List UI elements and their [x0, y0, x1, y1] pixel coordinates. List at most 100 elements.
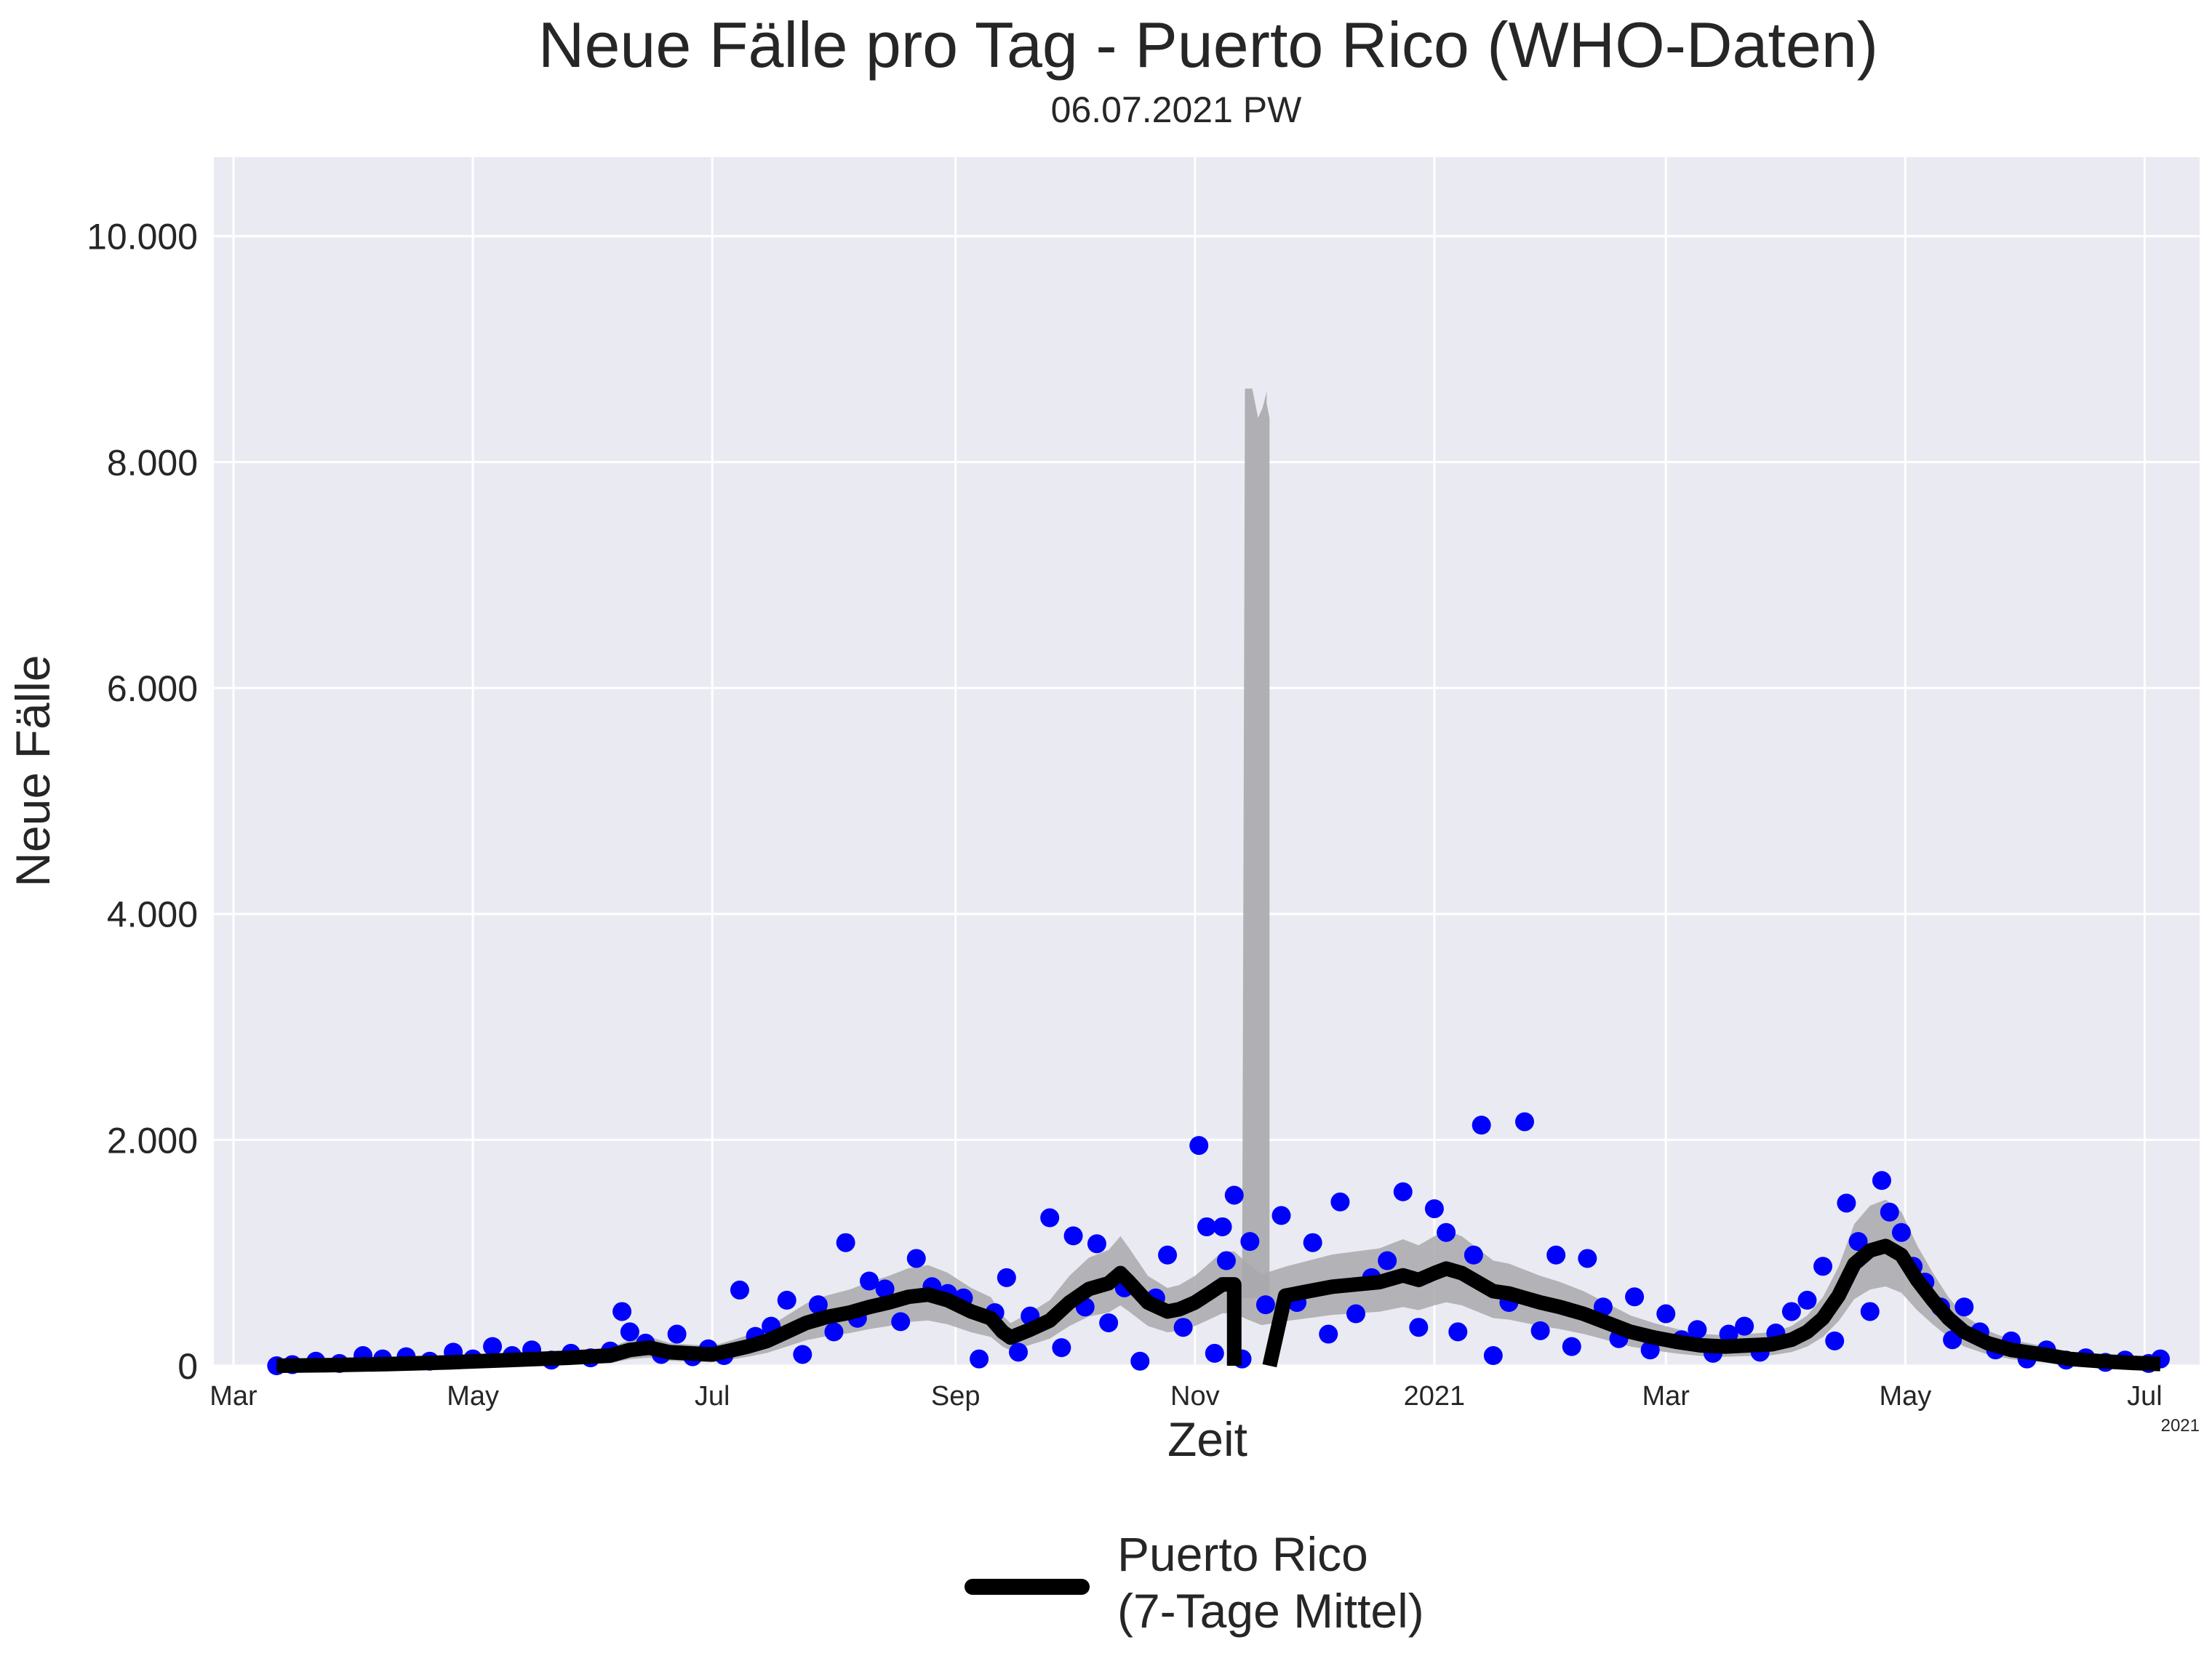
daily-point-77 [1437, 1222, 1456, 1242]
y-tick-label-0: 0 [177, 1346, 198, 1387]
y-tick-label-4: 8.000 [107, 442, 198, 483]
x-offset-label: 2021 [2161, 1416, 2200, 1436]
daily-point-55 [1158, 1245, 1178, 1265]
daily-point-76 [1424, 1199, 1444, 1219]
y-tick-label-2: 4.000 [107, 894, 198, 935]
daily-point-35 [875, 1279, 895, 1299]
daily-point-17 [612, 1302, 632, 1321]
daily-point-29 [793, 1345, 812, 1364]
daily-point-18 [620, 1322, 639, 1342]
daily-point-46 [1040, 1208, 1060, 1228]
daily-point-91 [1640, 1340, 1660, 1360]
daily-point-62 [1224, 1185, 1244, 1205]
legend: Puerto Rico (7-Tage Mittel) [965, 1527, 1424, 1638]
daily-point-68 [1303, 1233, 1322, 1252]
daily-point-57 [1189, 1136, 1209, 1156]
x-tick-label-2: Jul [695, 1381, 730, 1412]
mean-line-segment-1 [276, 1265, 1242, 1373]
daily-point-75 [1409, 1318, 1429, 1337]
x-axis-label: Zeit [1167, 1412, 1247, 1466]
daily-point-83 [1515, 1112, 1535, 1132]
daily-point-73 [1378, 1251, 1397, 1270]
legend-label-line1: Puerto Rico [1117, 1527, 1368, 1581]
daily-point-100 [1781, 1302, 1801, 1321]
x-tick-label-4: Nov [1170, 1381, 1220, 1412]
x-tick-label-8: Jul [2127, 1381, 2163, 1412]
legend-label-line2: (7-Tage Mittel) [1117, 1584, 1424, 1638]
daily-point-31 [824, 1322, 844, 1342]
daily-point-30 [808, 1295, 828, 1315]
y-tick-label-1: 2.000 [107, 1120, 198, 1161]
daily-point-108 [1880, 1202, 1899, 1222]
daily-point-32 [836, 1233, 855, 1252]
x-tick-label-5: 2021 [1404, 1381, 1466, 1412]
grid-lines [214, 157, 2200, 1367]
daily-point-60 [1213, 1217, 1232, 1236]
daily-point-87 [1578, 1249, 1597, 1268]
daily-point-47 [1052, 1338, 1071, 1358]
daily-point-59 [1205, 1343, 1224, 1363]
daily-point-44 [1009, 1342, 1029, 1362]
daily-point-66 [1271, 1206, 1291, 1225]
daily-point-25 [730, 1280, 749, 1300]
mean-line-layer [276, 1238, 2161, 1373]
daily-point-56 [1173, 1318, 1193, 1337]
daily-point-69 [1319, 1324, 1338, 1344]
daily-point-104 [1837, 1193, 1856, 1213]
daily-point-81 [1483, 1346, 1503, 1366]
daily-point-106 [1860, 1302, 1880, 1321]
daily-point-109 [1891, 1222, 1911, 1242]
daily-point-10 [483, 1337, 503, 1356]
x-tick-label-3: Sep [931, 1381, 981, 1412]
daily-point-103 [1825, 1331, 1845, 1350]
daily-point-84 [1530, 1321, 1550, 1340]
daily-point-28 [777, 1290, 796, 1310]
daily-point-37 [906, 1249, 926, 1268]
y-axis-label: Neue Fälle [6, 655, 60, 886]
daily-point-90 [1625, 1287, 1645, 1307]
daily-point-85 [1546, 1245, 1566, 1265]
daily-point-94 [1688, 1320, 1707, 1340]
plot-area [214, 157, 2200, 1366]
chart-subtitle: 06.07.2021 PW [1051, 89, 1302, 130]
daily-point-64 [1240, 1232, 1260, 1252]
daily-point-61 [1216, 1251, 1236, 1270]
daily-point-105 [1848, 1232, 1868, 1252]
daily-point-79 [1464, 1245, 1483, 1265]
daily-point-65 [1255, 1295, 1275, 1315]
daily-point-80 [1472, 1116, 1491, 1135]
x-tick-label-7: May [1879, 1381, 1931, 1412]
daily-point-101 [1797, 1290, 1817, 1310]
daily-point-74 [1393, 1182, 1413, 1201]
daily-point-41 [970, 1349, 989, 1369]
x-tick-label-1: May [447, 1381, 499, 1412]
daily-point-107 [1872, 1171, 1891, 1190]
daily-point-92 [1656, 1304, 1676, 1324]
daily-point-96 [1719, 1324, 1738, 1344]
y-tick-label-5: 10.000 [87, 217, 198, 257]
daily-point-53 [1130, 1351, 1150, 1371]
daily-point-43 [997, 1268, 1016, 1287]
daily-point-51 [1099, 1313, 1119, 1332]
daily-point-21 [667, 1324, 687, 1344]
daily-point-86 [1562, 1337, 1581, 1356]
x-axis-ticks: Mar May Jul Sep Nov 2021 Mar May Jul [209, 1381, 2163, 1412]
daily-point-34 [860, 1271, 879, 1291]
daily-point-48 [1063, 1226, 1083, 1246]
daily-point-102 [1813, 1257, 1833, 1276]
daily-point-97 [1735, 1316, 1754, 1336]
mean-line-segment-2 [1262, 1238, 2161, 1372]
daily-point-71 [1346, 1304, 1366, 1324]
daily-point-36 [891, 1312, 911, 1332]
daily-point-58 [1197, 1217, 1216, 1236]
daily-point-78 [1448, 1322, 1468, 1342]
band-spike [1242, 388, 1270, 1298]
daily-point-50 [1087, 1234, 1106, 1254]
chart-title: Neue Fälle pro Tag - Puerto Rico (WHO-Da… [538, 9, 1878, 81]
x-tick-label-6: Mar [1642, 1381, 1690, 1412]
y-axis-ticks: 0 2.000 4.000 6.000 8.000 10.000 [87, 217, 198, 1387]
daily-point-70 [1330, 1192, 1350, 1212]
daily-point-114 [1955, 1297, 1974, 1317]
y-tick-label-3: 6.000 [107, 668, 198, 709]
